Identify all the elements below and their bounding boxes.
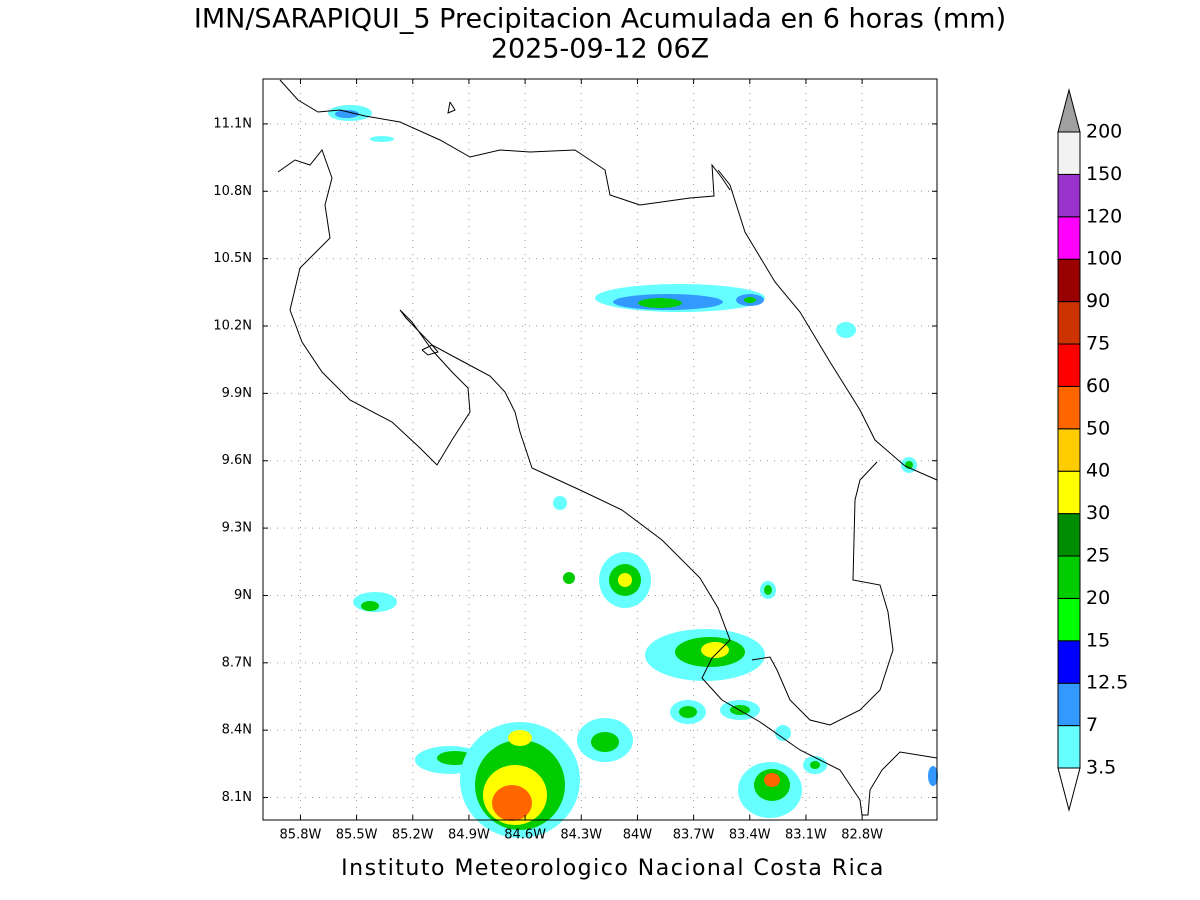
colorbar-label: 15 [1086,629,1110,651]
colorbar-label: 30 [1086,502,1110,524]
coastlines [277,79,938,816]
colorbar-segment [1057,131,1081,175]
x-tick-label: 85.5W [336,828,378,843]
colorbar-label: 90 [1086,290,1110,312]
colorbar-segment [1057,513,1081,557]
colorbar-segment [1057,258,1081,303]
colorbar-segment [1057,385,1081,430]
colorbar-over [1057,88,1081,133]
x-tick-label: 85.8W [280,828,322,843]
colorbar-segment [1057,555,1081,599]
colorbar-segment [1057,682,1081,727]
precipitation [328,105,938,838]
colorbar-label: 200 [1086,121,1122,143]
title: IMN/SARAPIQUI_5 Precipitacion Acumulada … [194,4,1006,35]
y-tick-label: 10.5N [213,251,252,266]
x-tick-label: 82.8W [841,828,883,843]
colorbar-label: 120 [1086,205,1122,227]
footer: Instituto Meteorologico Nacional Costa R… [341,856,885,881]
colorbar-segment [1057,428,1081,472]
x-tick-label: 84.9W [448,828,490,843]
y-tick-label: 8.7N [222,655,252,670]
colorbar-segment [1057,640,1081,684]
y-tick-label: 9.3N [222,521,252,536]
colorbar-segment [1057,470,1081,515]
x-tick-label: 83.4W [729,828,771,843]
y-tick-label: 10.2N [213,319,252,334]
colorbar-segment [1057,173,1081,218]
y-tick-label: 9.6N [222,453,252,468]
subtitle: 2025-09-12 06Z [491,34,709,65]
x-tick-label: 84.6W [504,828,546,843]
colorbar-segment [1057,301,1081,345]
x-tick-label: 84W [623,828,653,843]
map-frame [262,78,938,821]
colorbar-segment [1057,216,1081,260]
colorbar-label: 100 [1086,248,1122,270]
y-tick-label: 8.1N [222,790,252,805]
colorbar-label: 20 [1086,587,1110,609]
x-tick-label: 85.2W [392,828,434,843]
colorbar-label: 50 [1086,417,1110,439]
x-tick-label: 83.7W [673,828,715,843]
colorbar-segment [1057,597,1081,642]
y-tick-label: 8.4N [222,723,252,738]
grid [263,79,937,820]
colorbar: 3.5 7 12.5 15 20 25 30 40 50 60 75 90 100 120 150 200 [1057,88,1128,812]
x-tick-label: 83.1W [785,828,827,843]
colorbar-label: 60 [1086,375,1110,397]
y-tick-label: 10.8N [213,184,252,199]
colorbar-segment [1057,725,1081,769]
colorbar-label: 150 [1086,163,1122,185]
colorbar-label: 12.5 [1086,672,1128,694]
colorbar-label: 40 [1086,460,1110,482]
axes: 85.8W 85.5W 85.2W 84.9W 84.6W 84.3W 84W 83.7W 83… [213,79,937,843]
colorbar-label: 3.5 [1086,757,1116,779]
colorbar-under [1057,767,1081,812]
y-tick-label: 9.9N [222,386,252,401]
colorbar-label: 25 [1086,545,1110,567]
x-tick-label: 84.3W [560,828,602,843]
y-tick-label: 11.1N [213,116,252,131]
colorbar-label: 7 [1086,714,1098,736]
colorbar-segment [1057,343,1081,387]
y-tick-label: 9N [234,588,252,603]
colorbar-label: 75 [1086,333,1110,355]
